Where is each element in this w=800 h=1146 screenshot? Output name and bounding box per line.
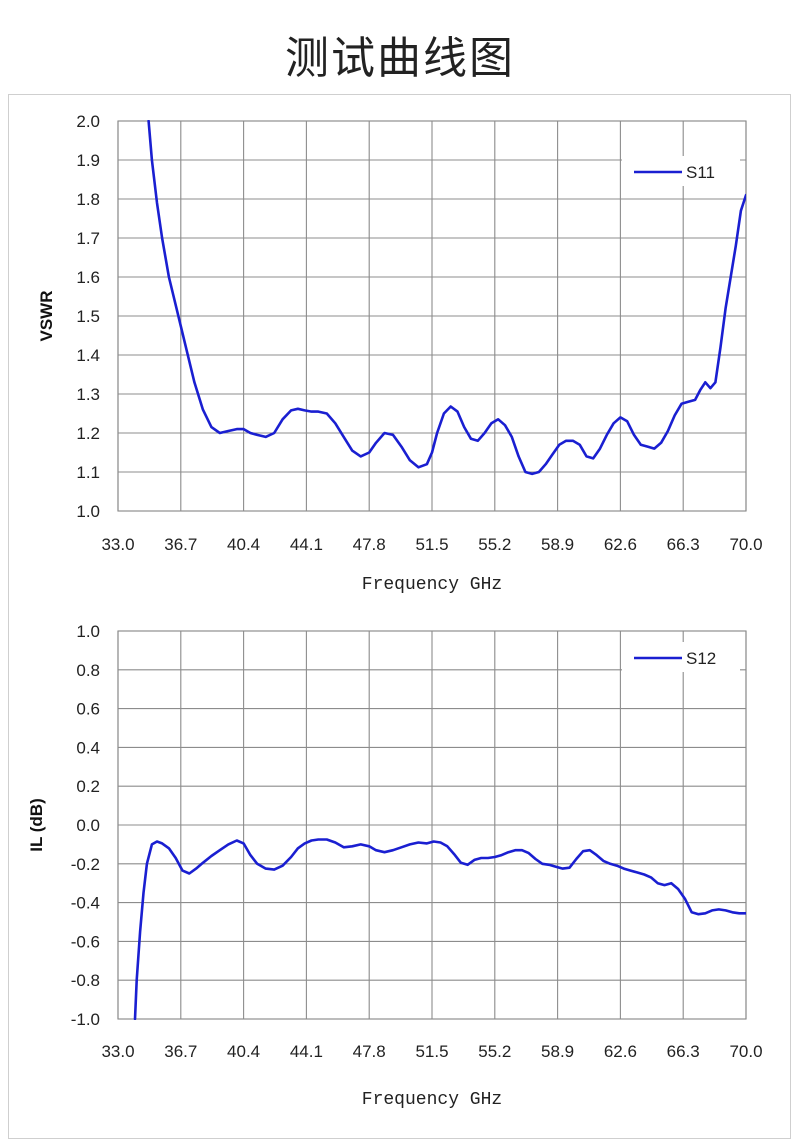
y-tick-label: 1.5 (76, 307, 100, 326)
y-tick-label: 0.4 (76, 738, 100, 757)
y-tick-label: 0.6 (76, 700, 100, 719)
y-tick-label: -1.0 (71, 1010, 100, 1029)
x-tick-label: 40.4 (227, 1042, 260, 1061)
x-tick-label: 44.1 (290, 1042, 323, 1061)
y-tick-label: 1.0 (76, 502, 100, 521)
y-tick-label: 1.6 (76, 268, 100, 287)
x-tick-label: 36.7 (164, 535, 197, 554)
y-tick-label: 1.0 (76, 622, 100, 641)
x-tick-label: 44.1 (290, 535, 323, 554)
x-tick-label: 55.2 (478, 1042, 511, 1061)
y-tick-label: 0.2 (76, 777, 100, 796)
y-tick-label: 1.7 (76, 229, 100, 248)
x-tick-label: 70.0 (729, 535, 762, 554)
y-tick-label: -0.4 (71, 894, 100, 913)
x-tick-label: 58.9 (541, 535, 574, 554)
y-tick-label: 0.0 (76, 816, 100, 835)
y-tick-label: 1.8 (76, 190, 100, 209)
chart-frame (8, 94, 791, 1139)
x-tick-label: 62.6 (604, 1042, 637, 1061)
x-tick-label: 66.3 (667, 1042, 700, 1061)
y-tick-label: 1.9 (76, 151, 100, 170)
series-line-s11 (147, 120, 746, 476)
legend-label: S11 (686, 163, 715, 182)
x-tick-label: 66.3 (667, 535, 700, 554)
chart-1: 33.0 36.7 40.4 44.1 47.8 51.5 55.2 58.9 62.6 66.3… (37, 112, 763, 595)
y-tick-label: -0.6 (71, 932, 100, 951)
series-line-s12 (133, 838, 746, 1020)
x-tick-label: 36.7 (164, 1042, 197, 1061)
x-tick-label: 62.6 (604, 535, 637, 554)
legend: S11 (622, 156, 740, 186)
y-tick-label: -0.8 (71, 971, 100, 990)
x-tick-label: 51.5 (415, 535, 448, 554)
x-tick-label: 58.9 (541, 1042, 574, 1061)
chart-2: 33.0 36.7 40.4 44.1 47.8 51.5 55.2 58.9 62.6 66.3… (27, 622, 763, 1110)
x-tick-label: 40.4 (227, 535, 260, 554)
x-axis-label: Frequency GHz (362, 575, 502, 595)
x-tick-label: 51.5 (415, 1042, 448, 1061)
legend: S12 (622, 642, 740, 672)
x-tick-label: 47.8 (353, 535, 386, 554)
y-tick-label: 0.8 (76, 661, 100, 680)
y-tick-label: 1.1 (76, 463, 100, 482)
page-title: 测试曲线图 (285, 33, 515, 84)
y-axis-label: IL (dB) (27, 798, 46, 852)
x-tick-label: 70.0 (729, 1042, 762, 1061)
x-tick-label: 33.0 (101, 1042, 134, 1061)
x-axis-label: Frequency GHz (362, 1090, 502, 1110)
y-tick-label: 1.4 (76, 346, 100, 365)
legend-label: S12 (686, 649, 716, 668)
y-axis-label: VSWR (37, 291, 56, 342)
y-tick-label: -0.2 (71, 855, 100, 874)
y-tick-label: 1.2 (76, 424, 100, 443)
x-tick-label: 55.2 (478, 535, 511, 554)
y-tick-label: 1.3 (76, 385, 100, 404)
x-tick-label: 33.0 (101, 535, 134, 554)
x-tick-label: 47.8 (353, 1042, 386, 1061)
y-tick-label: 2.0 (76, 112, 100, 131)
